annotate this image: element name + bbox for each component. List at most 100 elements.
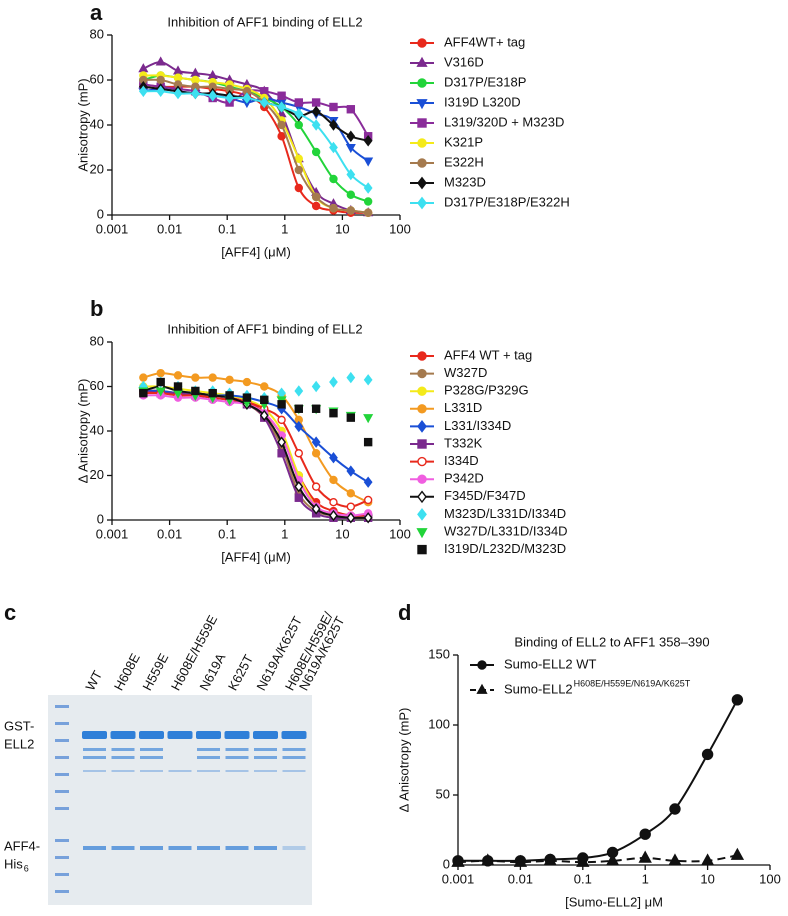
marker: [700, 853, 715, 866]
marker: [277, 436, 286, 448]
gel-band: [167, 731, 193, 739]
ladder-band: [55, 890, 69, 893]
marker: [294, 404, 303, 413]
x-tick-label: 0.01: [157, 221, 182, 236]
x-tick-label: 100: [759, 871, 781, 886]
gel-band: [254, 756, 277, 759]
gel-band: [254, 846, 277, 850]
gel-band: [197, 846, 220, 850]
marker: [329, 475, 338, 485]
panel-letter: b: [90, 296, 103, 321]
legend-label: D317P/E318P/E322H: [444, 194, 570, 209]
gel-band: [282, 756, 306, 759]
marker: [417, 138, 427, 148]
fit-line: [457, 854, 738, 864]
x-tick-label: 1: [281, 526, 288, 541]
gel-label: ELL2: [4, 736, 34, 751]
x-tick-label: 10: [700, 871, 714, 886]
marker: [277, 400, 286, 409]
marker: [260, 87, 269, 96]
marker: [417, 456, 427, 467]
gel-band: [111, 748, 135, 751]
marker: [294, 183, 303, 193]
gel-band: [225, 756, 249, 759]
axis-line: [111, 35, 400, 216]
gel-band: [282, 770, 306, 772]
marker: [477, 660, 487, 670]
marker: [346, 489, 356, 498]
x-axis-label: [Sumo-ELL2] μM: [565, 894, 663, 909]
marker: [701, 748, 714, 761]
x-tick-label: 0.001: [96, 526, 129, 541]
ladder-band: [55, 790, 69, 793]
gel-band: [168, 846, 192, 850]
gel-band: [225, 846, 249, 850]
gel-band: [281, 731, 307, 739]
y-tick-label: 60: [90, 71, 104, 86]
marker: [668, 853, 682, 866]
chart-title: Inhibition of AFF1 binding of ELL2: [167, 321, 362, 336]
gel-label: AFF4-: [4, 838, 40, 853]
legend-label: I319D L320D: [444, 94, 521, 109]
legend-label: I319D/L232D/M323D: [444, 541, 566, 556]
marker: [363, 476, 373, 488]
x-tick-label: 1: [642, 871, 649, 886]
lane-label: H608E: [111, 651, 143, 693]
x-tick-label: 0.1: [218, 526, 236, 541]
gel-band: [282, 748, 306, 751]
marker: [417, 38, 427, 48]
marker: [346, 502, 356, 511]
gel-band: [139, 731, 164, 739]
marker: [363, 208, 373, 217]
chart-title: Binding of ELL2 to AFF1 358–390: [514, 634, 709, 649]
marker: [311, 105, 321, 118]
marker: [417, 404, 427, 414]
ladder-band: [55, 856, 69, 859]
x-tick-label: 0.1: [574, 871, 592, 886]
x-tick-label: 0.1: [218, 221, 236, 236]
ladder-band: [55, 839, 69, 842]
marker: [225, 375, 234, 385]
panel-letter: c: [4, 600, 16, 625]
marker: [294, 154, 303, 163]
gel-band: [140, 770, 163, 772]
marker: [156, 368, 165, 378]
marker: [329, 498, 338, 507]
marker: [311, 503, 321, 515]
y-tick-label: 0: [97, 511, 104, 526]
marker: [417, 474, 427, 484]
marker: [277, 120, 286, 130]
marker: [638, 850, 652, 863]
y-axis-label: Δ Anisotropy (mP): [75, 379, 90, 484]
marker: [173, 382, 183, 391]
x-tick-label: 1: [281, 221, 288, 236]
legend-label: V316D: [444, 54, 484, 69]
marker: [346, 512, 356, 524]
gel-band: [168, 770, 192, 772]
legend-label: L331D: [444, 400, 482, 415]
y-tick-label: 40: [90, 422, 104, 437]
x-tick-label: 0.001: [96, 221, 129, 236]
gel-band: [83, 748, 106, 751]
y-tick-label: 100: [428, 716, 450, 731]
gel-label: GST-: [4, 718, 34, 733]
y-axis-label: Δ Anisotropy (mP): [396, 708, 411, 813]
marker: [172, 65, 184, 75]
marker: [605, 853, 620, 866]
gel-band: [253, 731, 278, 739]
marker: [311, 147, 321, 157]
y-tick-label: 40: [90, 116, 104, 131]
marker: [329, 204, 338, 213]
chart-title: Inhibition of AFF1 binding of ELL2: [167, 14, 362, 29]
marker: [173, 87, 183, 100]
ladder-band: [55, 873, 69, 876]
legend-label: P342D: [444, 471, 484, 486]
x-tick-label: 0.01: [157, 526, 182, 541]
gel-band: [224, 731, 250, 739]
marker: [346, 105, 356, 114]
legend-label: I334D: [444, 453, 479, 468]
ladder-band: [55, 705, 69, 708]
marker: [417, 351, 427, 361]
marker: [190, 67, 201, 77]
marker: [311, 201, 321, 211]
